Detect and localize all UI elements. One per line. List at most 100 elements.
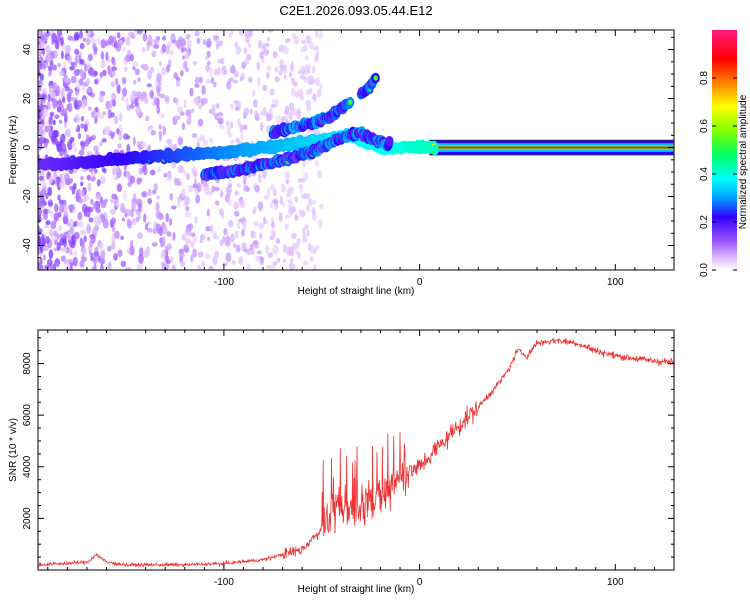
y-tick-label: 0 [22, 144, 33, 150]
noise-speckle [153, 183, 158, 191]
noise-speckle [297, 88, 304, 97]
noise-speckle [197, 118, 204, 127]
noise-speckle [39, 196, 46, 205]
noise-speckle [51, 32, 57, 43]
noise-speckle [64, 77, 69, 83]
noise-speckle [131, 217, 137, 226]
noise-speckle [305, 99, 312, 107]
noise-speckle [38, 97, 41, 106]
noise-speckle [121, 95, 125, 101]
noise-speckle [235, 137, 240, 143]
noise-speckle [202, 181, 208, 188]
noise-speckle [239, 199, 246, 208]
noise-speckle [165, 212, 170, 223]
noise-speckle [202, 39, 207, 45]
noise-speckle [136, 177, 142, 185]
noise-speckle [73, 182, 77, 190]
noise-speckle [140, 94, 144, 103]
noise-speckle [234, 190, 239, 196]
noise-speckle [253, 99, 258, 108]
noise-speckle [49, 111, 55, 117]
noise-speckle [229, 121, 234, 129]
noise-speckle [159, 93, 166, 99]
colorbar-label: Normalized spectral amplitude [738, 94, 749, 229]
noise-speckle [282, 243, 287, 253]
noise-speckle [55, 261, 60, 268]
noise-speckle [264, 195, 269, 200]
x-tick-label: -100 [214, 277, 234, 288]
y-tick-label: 40 [22, 44, 33, 56]
noise-speckle [80, 229, 86, 236]
noise-speckle [126, 49, 132, 57]
noise-speckle [116, 183, 123, 192]
noise-speckle [95, 194, 100, 200]
noise-speckle [217, 40, 223, 47]
noise-speckle [81, 247, 88, 256]
noise-speckle [176, 181, 183, 186]
noise-speckle [162, 125, 167, 136]
noise-speckle [49, 84, 53, 94]
noise-speckle [222, 262, 228, 267]
noise-speckle [69, 178, 73, 184]
noise-speckle [258, 40, 263, 49]
noise-speckle [158, 132, 162, 142]
noise-speckle [190, 241, 195, 249]
noise-speckle [90, 170, 96, 177]
noise-speckle [275, 98, 279, 108]
noise-speckle [46, 258, 53, 266]
noise-speckle [100, 51, 105, 60]
noise-speckle [185, 172, 190, 181]
noise-speckle [109, 99, 113, 109]
noise-speckle [216, 43, 219, 50]
noise-speckle [248, 43, 252, 48]
noise-speckle [56, 176, 60, 187]
colorbar: 0.0 0.2 0.4 0.6 0.8 Normalized spectral ampl… [699, 30, 749, 277]
noise-speckle [240, 133, 244, 141]
noise-speckle [205, 55, 209, 61]
noise-speckle [132, 61, 139, 68]
noise-speckle [118, 130, 123, 141]
noise-speckle [41, 88, 47, 94]
noise-speckle [156, 105, 160, 115]
noise-speckle [225, 252, 232, 263]
noise-speckle [191, 166, 198, 176]
noise-speckle [73, 31, 80, 41]
noise-speckle [125, 266, 132, 270]
noise-speckle [269, 202, 274, 209]
noise-speckle [102, 111, 106, 116]
noise-speckle [292, 108, 298, 116]
noise-speckle [38, 66, 41, 73]
noise-speckle [137, 143, 142, 151]
noise-speckle [125, 135, 131, 140]
noise-speckle [62, 96, 66, 104]
noise-speckle [73, 99, 78, 109]
noise-speckle [289, 110, 293, 121]
noise-speckle [219, 188, 223, 194]
noise-speckle [229, 103, 235, 110]
noise-speckle [315, 159, 319, 167]
noise-speckle [141, 166, 146, 173]
noise-speckle [100, 176, 106, 184]
noise-speckle [272, 188, 277, 197]
noise-speckle [315, 77, 321, 87]
noise-speckle [135, 216, 140, 222]
noise-speckle [186, 117, 192, 126]
noise-speckle [288, 246, 295, 257]
noise-speckle [111, 240, 116, 251]
noise-speckle [264, 42, 270, 47]
noise-speckle [235, 45, 242, 55]
noise-speckle [86, 224, 92, 234]
noise-speckle [211, 185, 215, 193]
noise-speckle [105, 51, 109, 61]
noise-speckle [147, 70, 152, 80]
noise-speckle [67, 140, 73, 151]
noise-speckle [69, 218, 74, 228]
noise-speckle [141, 141, 146, 149]
noise-speckle [111, 71, 117, 77]
noise-speckle [125, 98, 129, 107]
noise-speckle [112, 60, 116, 67]
noise-speckle [125, 208, 131, 217]
noise-speckle [246, 263, 251, 270]
noise-speckle [152, 227, 157, 235]
noise-speckle [237, 118, 241, 128]
